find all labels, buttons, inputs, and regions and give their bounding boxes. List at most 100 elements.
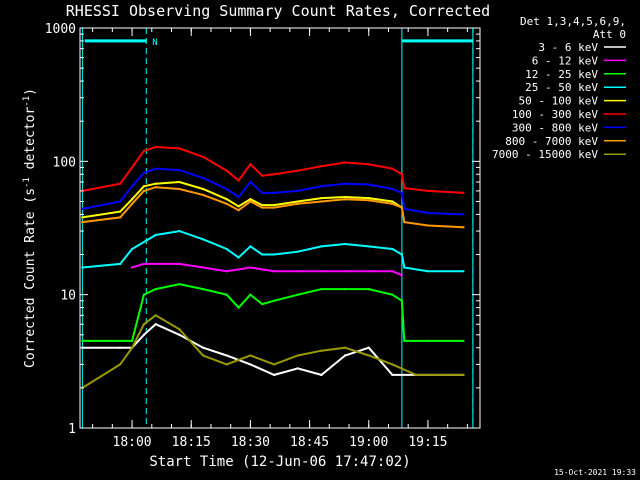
series-4-point bbox=[273, 204, 276, 207]
series-0-point bbox=[391, 373, 394, 376]
series-5-point bbox=[202, 155, 205, 158]
series-4-point bbox=[225, 198, 228, 201]
y-tick-label: 1000 bbox=[45, 22, 76, 37]
series-2-point bbox=[426, 339, 429, 342]
series-8-point bbox=[131, 346, 134, 349]
series-7-point bbox=[273, 206, 276, 209]
series-4-point bbox=[202, 188, 205, 191]
attenuator-label-0: N bbox=[152, 38, 157, 48]
series-2-point bbox=[320, 288, 323, 291]
series-line-0 bbox=[82, 323, 464, 377]
series-5-point bbox=[154, 146, 157, 149]
x-tick-label: 18:30 bbox=[231, 435, 270, 450]
series-4-point bbox=[142, 185, 145, 188]
series-4-point bbox=[81, 216, 84, 219]
series-7-point bbox=[344, 198, 347, 201]
series-6-point bbox=[154, 167, 157, 170]
series-7-point bbox=[320, 200, 323, 203]
series-2-point bbox=[400, 299, 403, 302]
series-3-point bbox=[273, 253, 276, 256]
series-3-point bbox=[131, 248, 134, 251]
series-4-point bbox=[131, 198, 134, 201]
series-7-point bbox=[237, 209, 240, 212]
series-6-point bbox=[367, 183, 370, 186]
legend-label-8: 7000 - 15000 keV bbox=[492, 148, 598, 161]
legend-label-3: 25 - 50 keV bbox=[525, 81, 598, 94]
series-5-point bbox=[225, 169, 228, 172]
series-7-point bbox=[178, 188, 181, 191]
series-line-1 bbox=[131, 262, 403, 277]
series-6-point bbox=[178, 169, 181, 172]
series-8-point bbox=[320, 349, 323, 352]
series-3-point bbox=[81, 266, 84, 269]
series-5-point bbox=[391, 167, 394, 170]
series-2-point bbox=[154, 288, 157, 291]
series-1-point bbox=[154, 262, 157, 265]
series-4-point bbox=[367, 197, 370, 200]
y-axis-label-sup2: -1 bbox=[22, 96, 32, 107]
series-2-point bbox=[261, 303, 264, 306]
series-3-point bbox=[178, 230, 181, 233]
series-3-point bbox=[367, 245, 370, 248]
series-0-point bbox=[202, 346, 205, 349]
y-tick-label: 100 bbox=[53, 155, 76, 170]
series-5-point bbox=[261, 174, 264, 177]
time-markers bbox=[81, 28, 474, 428]
series-6-point bbox=[320, 185, 323, 188]
series-2-point bbox=[391, 293, 394, 296]
series-7-point bbox=[400, 206, 403, 209]
series-3-point bbox=[154, 234, 157, 237]
series-7-point bbox=[403, 221, 406, 224]
series-5-point bbox=[426, 189, 429, 192]
series-8-point bbox=[415, 373, 418, 376]
legend-header-line: Det 1,3,4,5,6,9, bbox=[520, 15, 626, 28]
series-2-point bbox=[225, 293, 228, 296]
series-8-point bbox=[462, 373, 465, 376]
series-1-point bbox=[320, 270, 323, 273]
series-1-point bbox=[400, 274, 403, 277]
series-2-point bbox=[344, 288, 347, 291]
series-5-point bbox=[142, 149, 145, 152]
y-tick-label: 1 bbox=[68, 422, 76, 437]
series-5-point bbox=[237, 179, 240, 182]
series-7-point bbox=[462, 226, 465, 229]
series-6-point bbox=[273, 191, 276, 194]
series-3-point bbox=[237, 256, 240, 259]
series-7-point bbox=[367, 199, 370, 202]
series-8-point bbox=[178, 328, 181, 331]
legend-label-0: 3 - 6 keV bbox=[538, 41, 598, 54]
y-axis-label-main: Corrected Count Rate (s bbox=[23, 188, 38, 368]
series-6-point bbox=[81, 207, 84, 210]
series-line-8 bbox=[81, 314, 464, 389]
series-6-point bbox=[142, 171, 145, 174]
legend-label-7: 800 - 7000 keV bbox=[505, 135, 598, 148]
series-3-point bbox=[320, 245, 323, 248]
series-1-point bbox=[131, 266, 134, 269]
series-7-point bbox=[81, 221, 84, 224]
legend-label-5: 100 - 300 keV bbox=[512, 108, 598, 121]
series-5-point bbox=[367, 163, 370, 166]
series-4-point bbox=[296, 200, 299, 203]
series-0-point bbox=[367, 346, 370, 349]
y-axis-label-mid: detector bbox=[23, 107, 38, 178]
series-8-point bbox=[296, 354, 299, 357]
series-7-point bbox=[119, 216, 122, 219]
series-3-point bbox=[249, 245, 252, 248]
series-6-point bbox=[225, 188, 228, 191]
x-tick-label: 19:15 bbox=[408, 435, 447, 450]
legend-label-2: 12 - 25 keV bbox=[525, 68, 598, 81]
series-3-point bbox=[119, 262, 122, 265]
series-2-point bbox=[249, 293, 252, 296]
x-axis-label: Start Time (12-Jun-06 17:47:02) bbox=[149, 454, 410, 470]
series-5-point bbox=[296, 169, 299, 172]
series-8-point bbox=[344, 346, 347, 349]
series-5-point bbox=[344, 161, 347, 164]
series-6-point bbox=[202, 176, 205, 179]
y-axis: 1 10 100 1000 bbox=[45, 22, 480, 437]
series-8-point bbox=[249, 354, 252, 357]
series-1-point bbox=[225, 270, 228, 273]
series-4-point bbox=[344, 196, 347, 199]
series-8-point bbox=[119, 363, 122, 366]
series-6-point bbox=[119, 200, 122, 203]
